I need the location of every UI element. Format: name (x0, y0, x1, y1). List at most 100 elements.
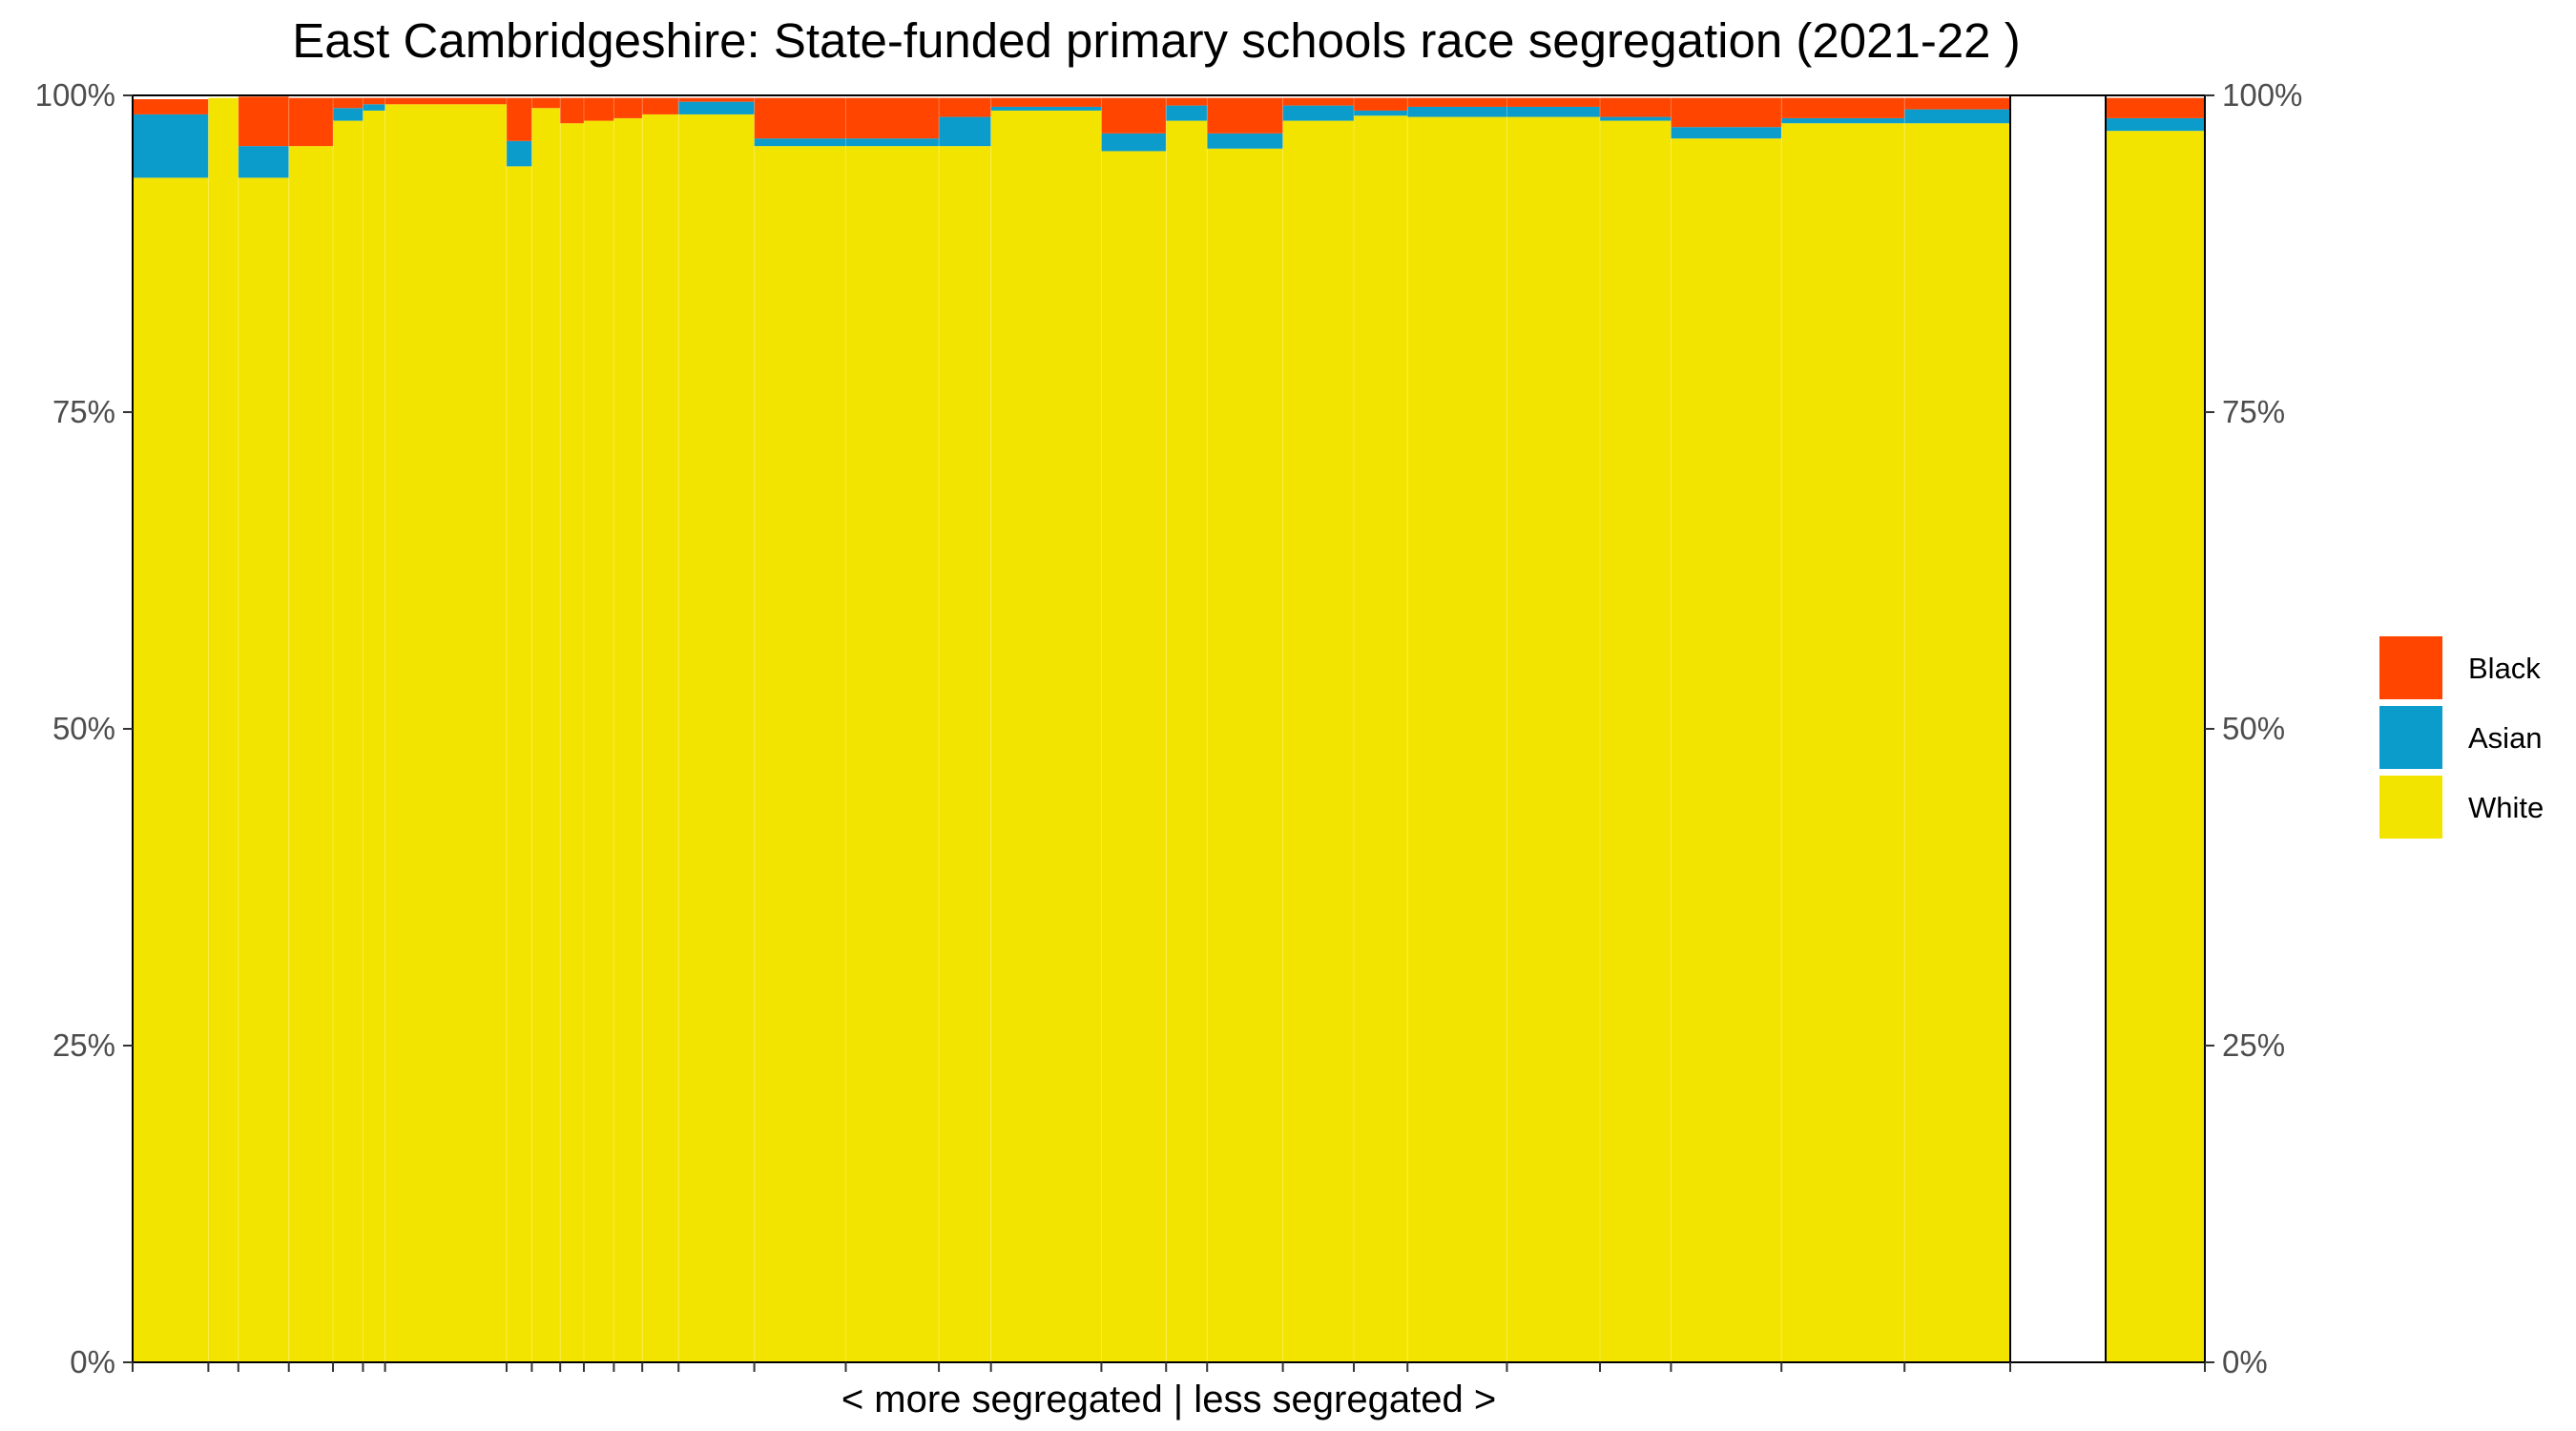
x-axis-bottom (132, 1362, 2206, 1372)
bar-0-white-segment (133, 177, 209, 1362)
bars-layer (133, 95, 2205, 1363)
bar-27-asian-segment (1781, 117, 1905, 124)
y-tick-label-right: 25% (2222, 1027, 2285, 1063)
bar-20-black-segment (1207, 97, 1283, 134)
bar-21-black-segment (1282, 97, 1355, 106)
legend: Black Asian White (2379, 636, 2544, 839)
bar-total-black-segment (2106, 97, 2205, 118)
bar-2-asian-segment (238, 146, 289, 178)
y-tick-label-left: 25% (52, 1027, 115, 1063)
bar-17-asian-segment (990, 106, 1102, 111)
bar-5-asian-segment (363, 104, 385, 111)
bar-26-white-segment (1671, 138, 1782, 1363)
bar-total-white-segment (2106, 131, 2205, 1363)
bar-24-white-segment (1506, 116, 1601, 1362)
bar-26-black-segment (1671, 97, 1782, 128)
bar-16-white-segment (939, 146, 991, 1362)
bar-20-white-segment (1207, 148, 1283, 1362)
bar-17-black-segment (990, 97, 1102, 107)
bar-19-white-segment (1166, 120, 1208, 1362)
y-tick-label-left: 50% (52, 711, 115, 746)
y-tick-label-right: 75% (2222, 394, 2285, 429)
y-tick-label-left: 75% (52, 394, 115, 429)
bar-14-asian-segment (754, 138, 846, 147)
bar-4-white-segment (333, 120, 364, 1362)
legend-swatch-black (2379, 636, 2442, 699)
bar-6-black-segment (384, 97, 507, 105)
bar-22-asian-segment (1354, 110, 1408, 116)
bar-7-white-segment (506, 166, 532, 1362)
bar-5-white-segment (363, 110, 385, 1362)
bar-27-white-segment (1781, 123, 1905, 1362)
bar-8-white-segment (531, 108, 561, 1362)
y-axis-right: 0% 25% 50% 75% 100% (2205, 77, 2302, 1379)
bar-12-black-segment (642, 97, 679, 114)
bar-13-white-segment (678, 114, 755, 1362)
bar-18-asian-segment (1101, 133, 1167, 152)
bar-17-white-segment (990, 110, 1102, 1362)
bar-3-black-segment (288, 97, 334, 147)
bar-11-black-segment (613, 97, 643, 118)
legend-label-asian: Asian (2468, 721, 2543, 755)
bar-25-asian-segment (1600, 116, 1672, 121)
bar-21-asian-segment (1282, 105, 1355, 121)
bar-0-asian-segment (133, 114, 209, 178)
bar-11-white-segment (613, 117, 643, 1362)
bar-8-black-segment (531, 97, 561, 109)
bar-6-white-segment (384, 104, 507, 1362)
bar-4-asian-segment (333, 108, 364, 121)
bar-24-black-segment (1506, 97, 1601, 107)
bar-9-white-segment (560, 123, 584, 1362)
legend-label-white: White (2468, 791, 2544, 824)
bar-14-white-segment (754, 146, 846, 1362)
bar-28-black-segment (1904, 97, 2010, 110)
x-axis-title: < more segregated | less segregated > (841, 1379, 1496, 1421)
y-tick-label-left: 100% (35, 77, 115, 113)
bar-5-black-segment (363, 97, 385, 105)
bar-7-black-segment (506, 97, 532, 141)
legend-swatch-asian (2379, 706, 2442, 769)
bar-15-white-segment (845, 146, 940, 1362)
bar-28-asian-segment (1904, 109, 2010, 124)
y-tick-label-right: 0% (2222, 1344, 2268, 1379)
bar-22-white-segment (1354, 115, 1408, 1362)
bar-2-white-segment (238, 177, 289, 1362)
bar-25-white-segment (1600, 120, 1672, 1362)
bar-22-black-segment (1354, 97, 1408, 111)
bar-26-asian-segment (1671, 127, 1782, 139)
bar-9-black-segment (560, 97, 584, 124)
bar-19-black-segment (1166, 97, 1208, 106)
bar-12-white-segment (642, 114, 679, 1362)
bar-14-black-segment (754, 97, 846, 139)
bar-25-black-segment (1600, 97, 1672, 117)
bar-4-black-segment (333, 97, 364, 109)
bar-28-white-segment (1904, 123, 2010, 1362)
chart-title: East Cambridgeshire: State-funded primar… (292, 13, 2020, 68)
y-axis-left: 0% 25% 50% 75% 100% (35, 77, 133, 1379)
bar-13-black-segment (678, 97, 755, 102)
bar-10-black-segment (583, 97, 614, 121)
bar-23-white-segment (1407, 116, 1507, 1362)
bar-18-black-segment (1101, 97, 1167, 134)
bar-10-white-segment (583, 120, 614, 1362)
bar-15-asian-segment (845, 138, 940, 147)
legend-label-black: Black (2468, 652, 2541, 685)
bar-2-black-segment (238, 96, 289, 147)
bar-18-white-segment (1101, 151, 1167, 1362)
y-tick-label-right: 50% (2222, 711, 2285, 746)
bar-23-asian-segment (1407, 106, 1507, 117)
bar-7-asian-segment (506, 140, 532, 167)
bar-16-black-segment (939, 97, 991, 117)
bar-1-white-segment (208, 97, 239, 1362)
bar-15-black-segment (845, 97, 940, 139)
bar-21-white-segment (1282, 120, 1355, 1362)
y-tick-label-left: 0% (70, 1344, 115, 1379)
bar-27-black-segment (1781, 97, 1905, 118)
bar-24-asian-segment (1506, 106, 1601, 117)
y-tick-label-right: 100% (2222, 77, 2302, 113)
bar-total-asian-segment (2106, 117, 2205, 132)
bar-16-asian-segment (939, 116, 991, 147)
bar-3-white-segment (288, 146, 334, 1362)
